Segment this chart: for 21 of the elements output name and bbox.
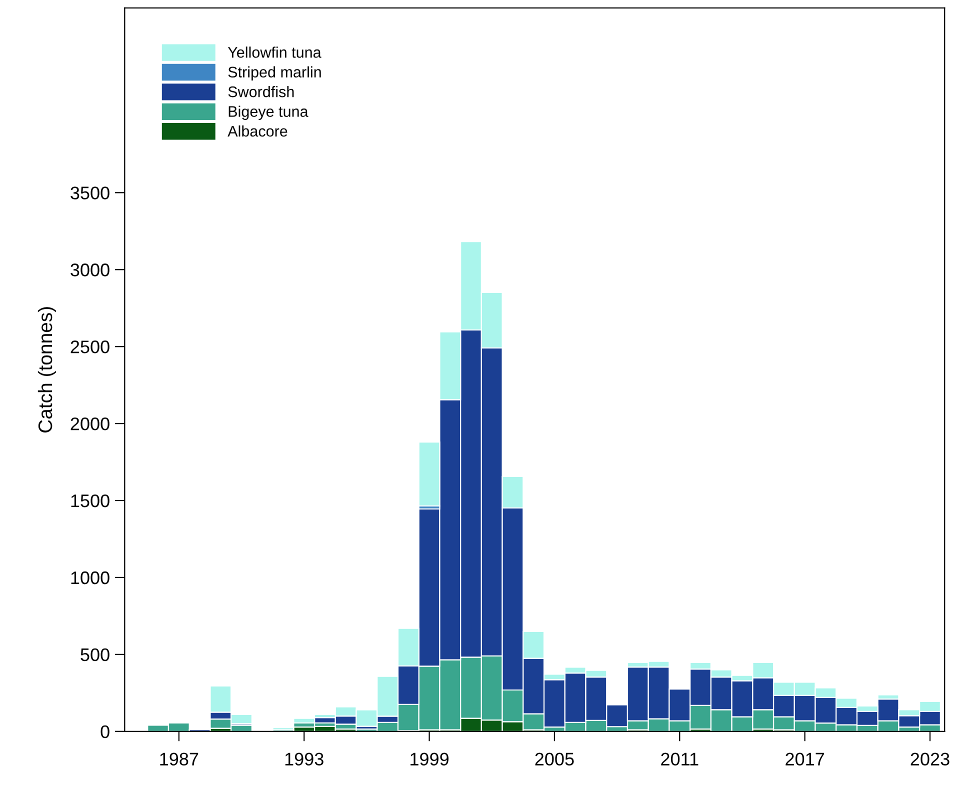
x-tick-label: 1993 [285, 752, 324, 766]
y-axis-title: Catch (tonnes) [38, 307, 56, 432]
y-tick-label: 1500 [71, 494, 110, 508]
y-tick-label: 2500 [70, 340, 110, 354]
legend-label: Albacore [228, 125, 288, 137]
x-tick-label: 2023 [910, 752, 950, 766]
x-tick-label: 2011 [661, 752, 698, 766]
y-tick-label: 3500 [70, 186, 110, 200]
y-tick-label: 2000 [70, 417, 110, 430]
y-tick-label: 3000 [70, 264, 110, 276]
y-tick-label: 500 [80, 648, 110, 662]
y-tick-label: 1000 [71, 571, 110, 584]
x-tick-label: 2005 [535, 752, 574, 766]
x-tick-label: 2017 [786, 752, 824, 766]
legend-label: Yellowfin tuna [228, 46, 322, 58]
x-tick-label: 1987 [160, 752, 198, 766]
legend-label: Striped marlin [228, 66, 321, 81]
y-tick-label: 0 [100, 725, 110, 738]
x-tick-label: 1999 [410, 752, 449, 766]
legend-label: Bigeye tuna [228, 106, 308, 120]
legend-label: Swordfish [228, 86, 294, 98]
